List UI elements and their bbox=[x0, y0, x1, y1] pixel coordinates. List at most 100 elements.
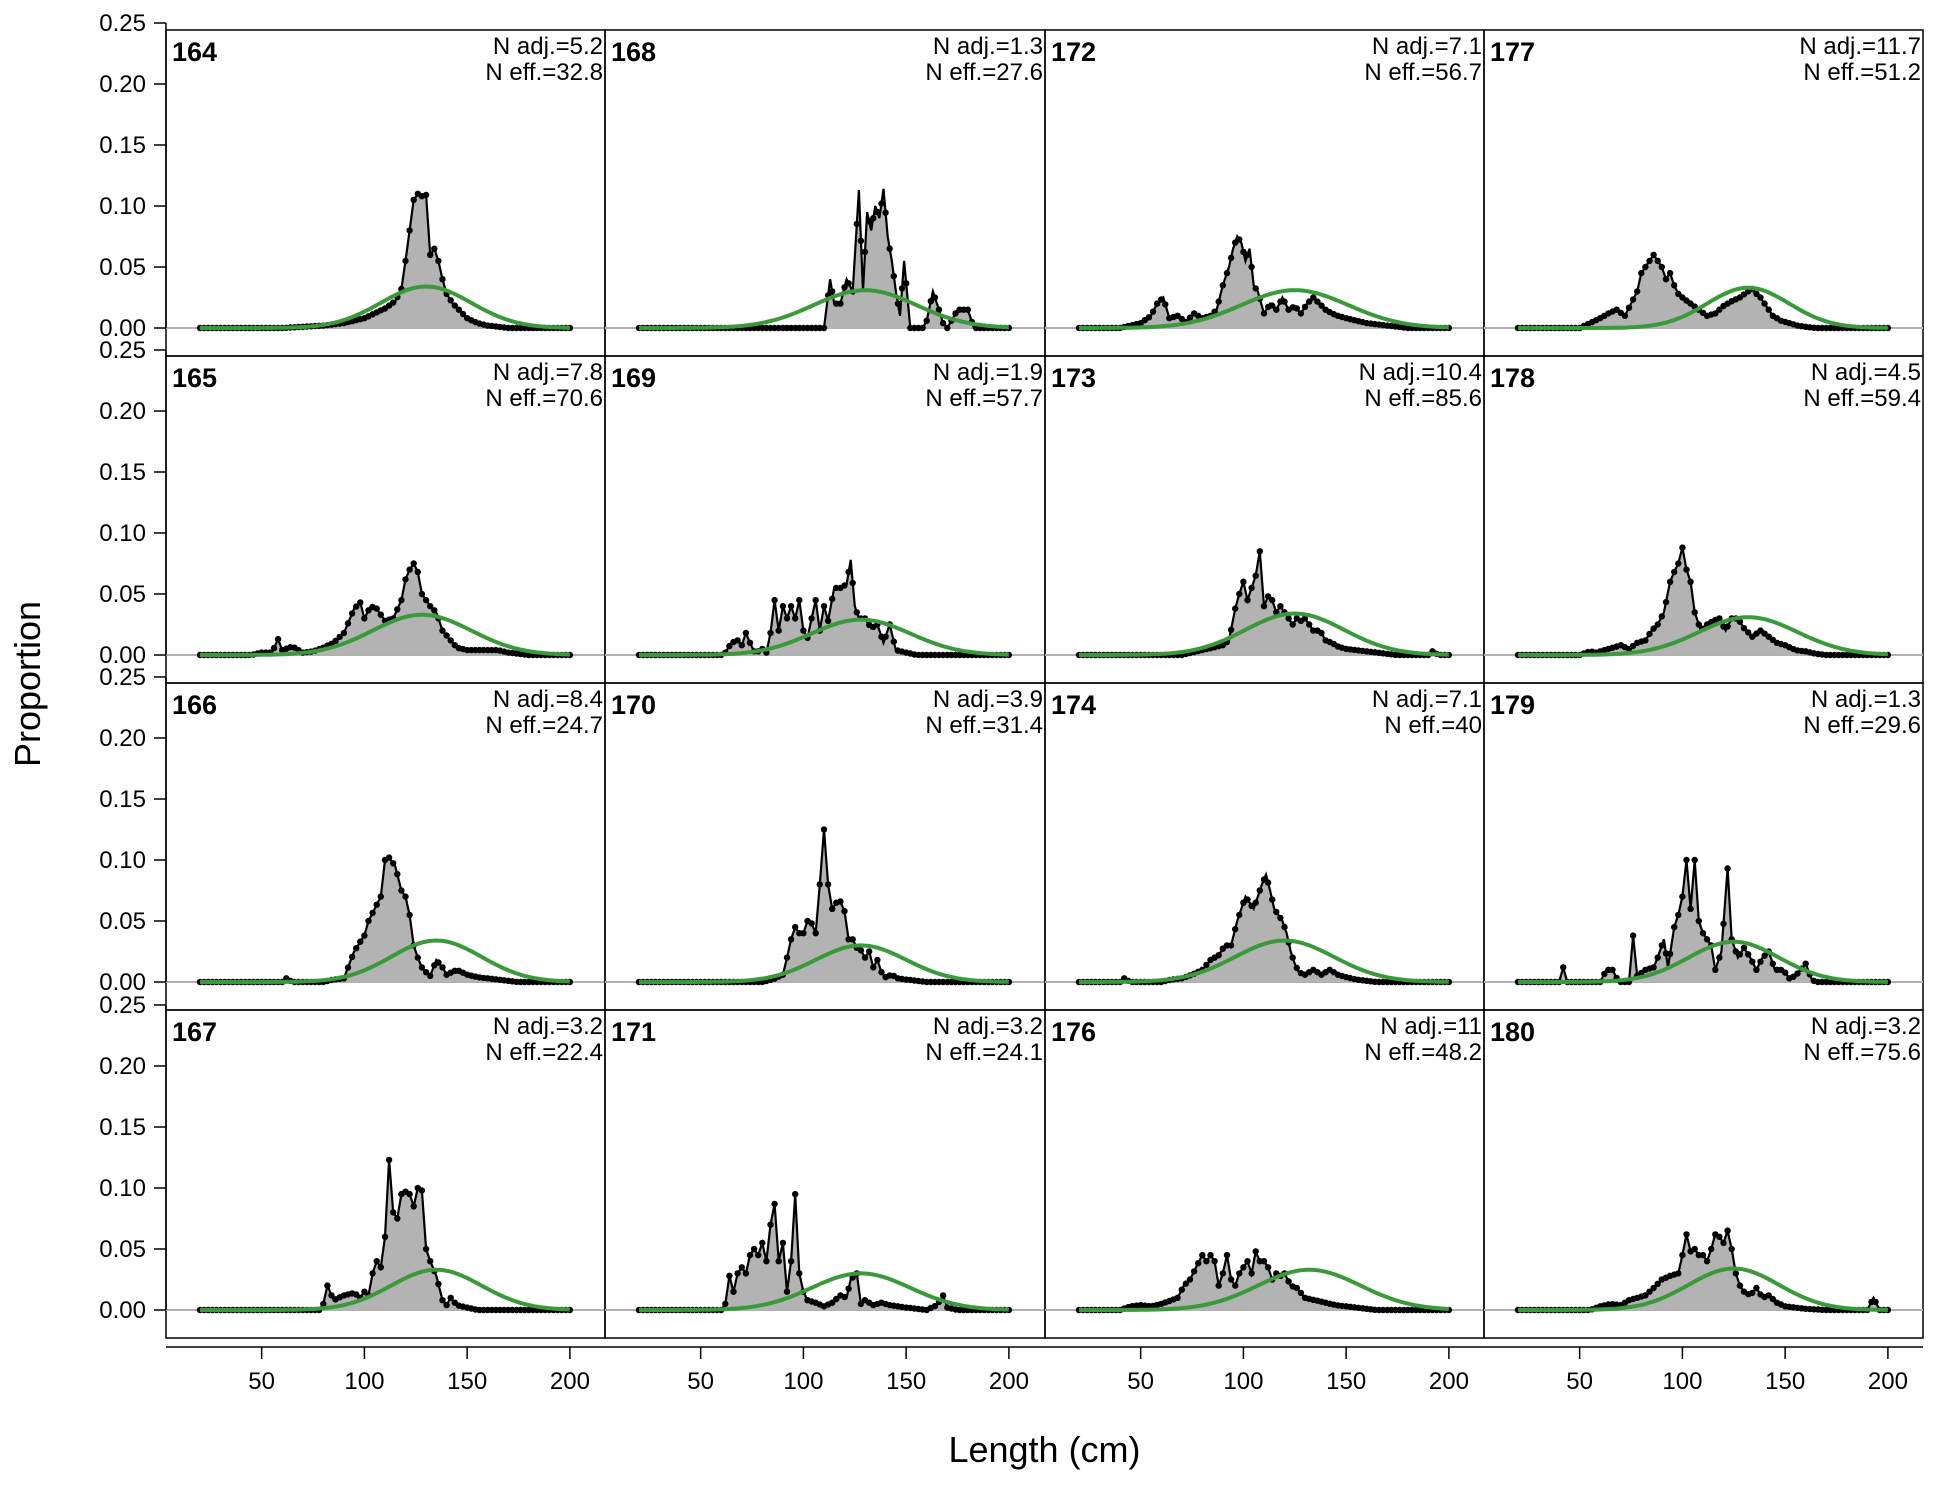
observed-point bbox=[1749, 958, 1756, 965]
x-axis-title: Length (cm) bbox=[948, 1429, 1140, 1470]
observed-point bbox=[833, 1295, 840, 1303]
y-tick-label: 0.25 bbox=[99, 10, 146, 37]
observed-point bbox=[931, 294, 939, 301]
observed-point bbox=[1162, 301, 1169, 308]
observed-point bbox=[270, 644, 278, 652]
observed-point bbox=[348, 953, 356, 961]
observed-point bbox=[779, 603, 787, 610]
observed-point bbox=[1621, 312, 1629, 319]
observed-point bbox=[1273, 908, 1280, 916]
observed-point bbox=[406, 566, 413, 573]
observed-point bbox=[837, 898, 844, 905]
observed-point bbox=[882, 633, 889, 640]
observed-point bbox=[369, 1270, 376, 1277]
observed-point bbox=[443, 1301, 450, 1309]
observed-point bbox=[837, 300, 844, 307]
observed-point bbox=[812, 596, 819, 604]
observed-point bbox=[1207, 1251, 1214, 1259]
observed-point bbox=[1252, 285, 1259, 292]
observed-point bbox=[422, 191, 430, 199]
n-adj-label: N adj.=3.2 bbox=[1811, 1013, 1921, 1040]
observed-point bbox=[274, 635, 282, 643]
observed-point bbox=[1666, 950, 1674, 958]
observed-point bbox=[808, 615, 815, 622]
observed-area bbox=[1079, 874, 1449, 982]
observed-point bbox=[1666, 578, 1674, 585]
observed-point bbox=[767, 1221, 774, 1228]
observed-point bbox=[886, 245, 893, 252]
observed-point bbox=[800, 627, 807, 634]
observed-point bbox=[1293, 1284, 1301, 1292]
observed-point bbox=[1703, 1258, 1711, 1265]
n-eff-label: N eff.=32.8 bbox=[485, 59, 603, 86]
observed-point bbox=[1691, 609, 1698, 616]
observed-point bbox=[1732, 1270, 1740, 1277]
observed-point bbox=[443, 632, 450, 639]
observed-area bbox=[1518, 1230, 1888, 1310]
observed-point bbox=[890, 272, 897, 280]
observed-point bbox=[1264, 879, 1272, 886]
panel-id: 168 bbox=[611, 37, 656, 67]
observed-point bbox=[1753, 1284, 1760, 1292]
n-eff-label: N eff.=29.6 bbox=[1803, 712, 1921, 739]
observed-point bbox=[1256, 887, 1264, 894]
observed-point bbox=[402, 893, 409, 900]
observed-point bbox=[1264, 593, 1272, 600]
observed-point bbox=[1186, 314, 1194, 321]
observed-point bbox=[1736, 1282, 1744, 1289]
observed-point bbox=[845, 1285, 852, 1292]
n-eff-label: N eff.=70.6 bbox=[485, 385, 603, 412]
observed-point bbox=[1199, 1251, 1206, 1259]
observed-point bbox=[1720, 1239, 1727, 1247]
expected-line bbox=[1518, 939, 1888, 984]
observed-point bbox=[750, 1245, 758, 1253]
observed-point bbox=[1190, 1268, 1198, 1275]
n-eff-label: N eff.=48.2 bbox=[1364, 1039, 1482, 1066]
observed-point bbox=[410, 1203, 417, 1210]
n-eff-label: N eff.=85.6 bbox=[1364, 385, 1482, 412]
observed-point bbox=[1769, 960, 1777, 967]
observed-point bbox=[903, 280, 910, 287]
observed-point bbox=[787, 603, 795, 610]
observed-point bbox=[390, 860, 397, 867]
observed-point bbox=[796, 1270, 803, 1277]
observed-point bbox=[927, 298, 934, 305]
observed-point bbox=[1609, 966, 1616, 973]
observed-point bbox=[1654, 257, 1661, 265]
observed-point bbox=[1753, 290, 1760, 297]
observed-point bbox=[459, 310, 467, 318]
observed-point bbox=[845, 568, 852, 576]
observed-point bbox=[1227, 942, 1235, 949]
observed-point bbox=[1782, 969, 1789, 976]
observed-point bbox=[1769, 1295, 1777, 1303]
observed-point bbox=[931, 1302, 939, 1310]
observed-point bbox=[841, 284, 848, 291]
observed-point bbox=[1277, 603, 1284, 610]
y-tick-label: 0.15 bbox=[99, 1114, 146, 1141]
observed-point bbox=[447, 297, 454, 304]
observed-point bbox=[771, 596, 778, 604]
panel-id: 176 bbox=[1051, 1017, 1096, 1047]
observed-point bbox=[1236, 590, 1243, 598]
n-eff-label: N eff.=24.1 bbox=[925, 1039, 1043, 1066]
panel-168: 168 N adj.=1.3N eff.=27.6 bbox=[604, 29, 1046, 357]
panel-177: 177 N adj.=11.7N eff.=51.2 bbox=[1483, 29, 1924, 357]
observed-point bbox=[1297, 1289, 1305, 1297]
observed-point bbox=[1761, 300, 1768, 307]
observed-point bbox=[853, 609, 860, 616]
y-tick-label: 0.25 bbox=[99, 664, 146, 691]
expected-line bbox=[200, 284, 570, 330]
observed-point bbox=[1666, 269, 1674, 277]
observed-point bbox=[451, 302, 458, 309]
n-eff-label: N eff.=57.7 bbox=[925, 385, 1043, 412]
observed-point bbox=[418, 964, 426, 971]
observed-point bbox=[824, 617, 832, 624]
observed-area bbox=[1518, 254, 1888, 328]
observed-point bbox=[775, 627, 782, 634]
observed-point bbox=[439, 276, 446, 283]
n-adj-label: N adj.=7.1 bbox=[1372, 33, 1482, 60]
y-tick-label: 0.00 bbox=[99, 1297, 146, 1324]
observed-point bbox=[857, 1300, 865, 1308]
observed-point bbox=[1679, 1251, 1686, 1259]
x-axes: 50 100 150 200 50 100 150 200 50 100 150 200 50 100 15… bbox=[166, 1346, 1923, 1395]
